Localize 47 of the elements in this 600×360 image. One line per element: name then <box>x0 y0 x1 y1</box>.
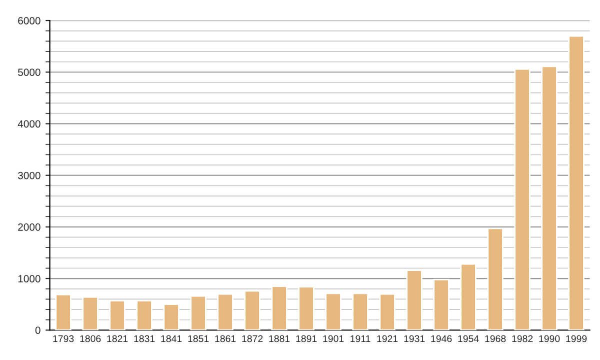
bar <box>379 293 396 330</box>
x-tick-label: 1806 <box>80 335 101 342</box>
bar <box>190 295 206 330</box>
bar <box>55 294 72 330</box>
bar <box>514 68 530 330</box>
bar <box>298 286 314 330</box>
x-tick-label: 1982 <box>512 335 533 342</box>
x-tick-label: 1911 <box>350 335 370 342</box>
y-tick-label: 6000 <box>18 17 40 24</box>
x-tick-label: 1990 <box>539 335 560 342</box>
bar <box>217 293 234 330</box>
x-tick-label: 1851 <box>188 335 209 342</box>
y-tick-label: 1000 <box>18 275 40 282</box>
x-tick-label: 1968 <box>485 335 506 342</box>
bar <box>406 270 422 330</box>
x-tick-label: 1861 <box>215 335 236 342</box>
bar <box>433 278 450 330</box>
y-tick-label: 2000 <box>18 223 40 231</box>
x-tick-label: 1841 <box>161 335 182 342</box>
x-tick-label: 1999 <box>566 335 587 342</box>
bar <box>487 228 504 330</box>
bar <box>109 300 126 330</box>
x-tick-label: 1931 <box>404 335 425 342</box>
x-tick-label: 1954 <box>458 335 479 342</box>
bar <box>541 66 558 330</box>
bar <box>82 296 98 330</box>
x-tick-label: 1831 <box>134 335 155 342</box>
bar <box>271 286 288 330</box>
bar <box>244 290 260 330</box>
x-tick-label: 1921 <box>377 335 398 342</box>
x-tick-label: 1891 <box>296 335 317 342</box>
x-tick-label: 1821 <box>107 335 128 342</box>
bar <box>136 300 152 330</box>
bar <box>568 35 584 330</box>
y-tick-label: 5000 <box>18 68 40 76</box>
y-tick-label: 0 <box>35 326 40 334</box>
bar <box>163 304 180 330</box>
x-tick-label: 1793 <box>53 335 74 342</box>
y-tick-label: 3000 <box>18 172 40 180</box>
bar <box>352 292 368 330</box>
x-tick-label: 1881 <box>269 335 290 342</box>
x-tick-label: 1946 <box>431 335 452 342</box>
x-tick-label: 1872 <box>242 335 263 342</box>
x-tick-label: 1901 <box>323 335 344 342</box>
bar <box>460 263 476 330</box>
y-tick-label: 4000 <box>18 120 40 128</box>
bar <box>325 292 342 330</box>
